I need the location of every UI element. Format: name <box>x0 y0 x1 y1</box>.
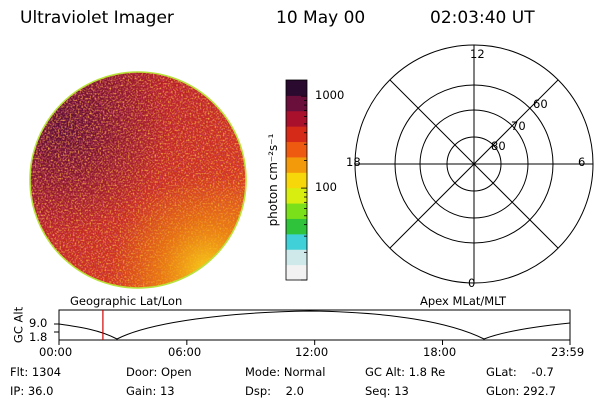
polar-label-mlt-12: 12 <box>470 47 485 61</box>
colorbar-band <box>286 187 307 204</box>
info-mode-value: Normal <box>283 365 326 379</box>
info-gain: Gain: 13 <box>126 384 175 398</box>
info-door-value: Open <box>160 365 192 379</box>
info-glat-value: -0.7 <box>531 365 554 379</box>
info-glon: GLon: 292.7 <box>486 384 556 398</box>
polar-label-mlt-18: 18 <box>346 155 361 169</box>
info-seq-value: 13 <box>394 384 409 398</box>
colorbar <box>285 79 308 281</box>
colorbar-band <box>286 126 307 143</box>
info-dsp-value: 2.0 <box>285 384 304 398</box>
info-dsp: Dsp: 2.0 <box>245 384 304 398</box>
colorbar-band <box>286 80 307 96</box>
orbit-xtick-1: 06:00 <box>168 345 202 359</box>
colorbar-unit-label: photon cm⁻²s⁻¹ <box>266 133 280 227</box>
orbit-xtick-4: 23:59 <box>551 345 585 359</box>
info-gain-value: 13 <box>159 384 175 398</box>
info-flt-value: 1304 <box>31 365 62 379</box>
colorbar-band <box>286 203 307 219</box>
info-flt: Flt: 1304 <box>10 365 62 379</box>
colorbar-band <box>286 141 307 158</box>
orbit-xtick-0: 00:00 <box>39 345 73 359</box>
colorbar-tick-label-1000: 1000 <box>315 88 345 103</box>
orbit-ylabel: GC Alt <box>11 306 26 344</box>
info-gcalt-value: 1.8 Re <box>408 365 446 379</box>
date-label: 10 May 00 <box>276 8 366 28</box>
colorbar-tick-label-100: 100 <box>315 180 337 195</box>
colorbar-frame <box>285 79 308 281</box>
polar-plot <box>354 44 594 284</box>
polar-label-lat-80: 80 <box>491 139 506 153</box>
info-ip-value: 36.0 <box>27 384 54 398</box>
polar-label-mlt-6: 6 <box>578 155 586 169</box>
polar-diagonal-b <box>389 79 559 249</box>
colorbar-band <box>286 233 307 250</box>
orbit-title-apex: Apex MLat/MLT <box>420 294 507 308</box>
polar-label-lat-60: 60 <box>533 97 548 111</box>
instrument-title: Ultraviolet Imager <box>20 8 174 28</box>
colorbar-band <box>286 172 307 189</box>
disk-limb <box>29 71 247 289</box>
colorbar-band <box>286 264 307 281</box>
info-gcalt: GC Alt: 1.8 Re <box>365 365 446 379</box>
info-mode: Mode: Normal <box>245 365 326 379</box>
orbit-ytick-9: 9.0 <box>29 316 48 330</box>
orbit-altitude-trace <box>58 310 571 340</box>
colorbar-band <box>286 110 307 127</box>
orbit-xtick-3: 18:00 <box>423 345 457 359</box>
colorbar-band <box>286 218 307 235</box>
colorbar-band <box>286 249 307 266</box>
info-seq: Seq: 13 <box>365 384 409 398</box>
info-door: Door: Open <box>126 365 192 379</box>
orbit-xtick-2: 12:00 <box>295 345 329 359</box>
orbit-ytick-1.8: 1.8 <box>29 330 48 344</box>
colorbar-band <box>286 95 307 112</box>
polar-label-mlt-0: 0 <box>468 276 476 290</box>
orbit-title-geographic: Geographic Lat/Lon <box>70 294 183 308</box>
colorbar-band <box>286 156 307 173</box>
info-ip: IP: 36.0 <box>10 384 54 398</box>
info-glat: GLat: -0.7 <box>486 365 554 379</box>
orbit-plot <box>54 309 571 345</box>
auroral-image <box>29 71 247 289</box>
polar-label-lat-70: 70 <box>511 119 526 133</box>
info-glon-value: 292.7 <box>522 384 556 398</box>
time-label: 02:03:40 UT <box>430 8 535 28</box>
